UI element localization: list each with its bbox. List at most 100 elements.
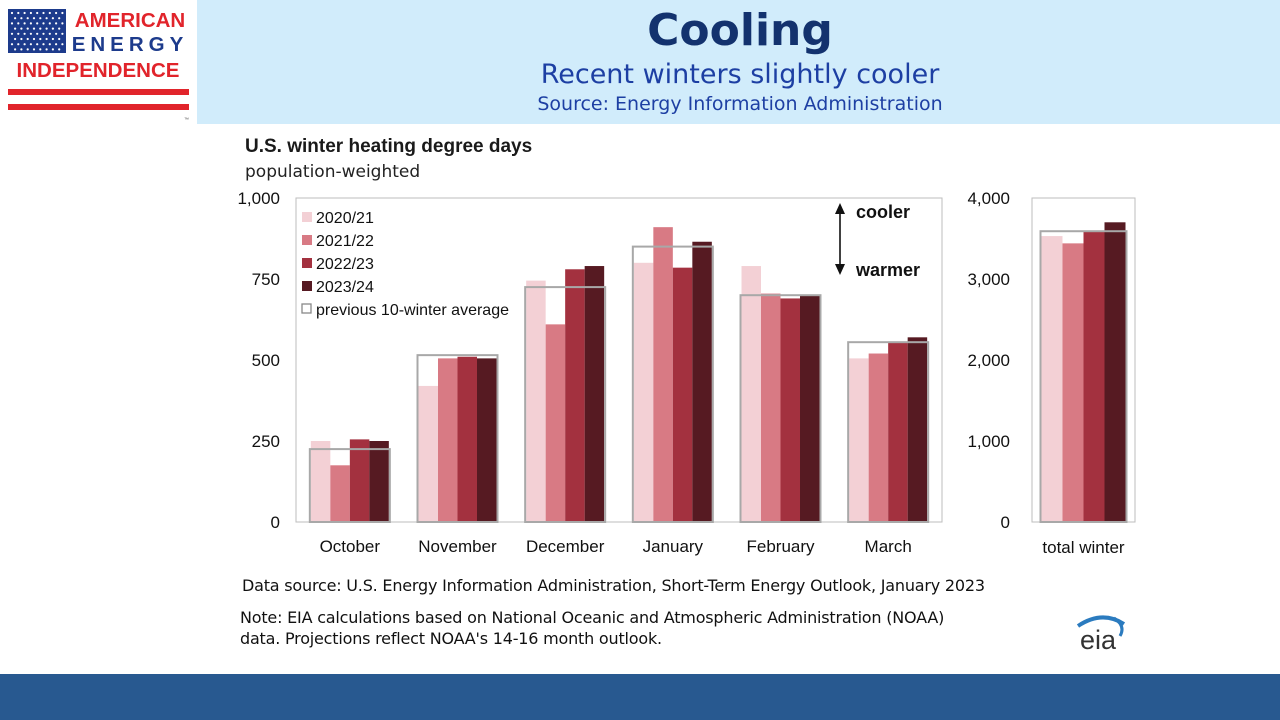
bar-2023-24 xyxy=(477,358,497,522)
logo-star xyxy=(55,43,58,46)
bar-2023-24 xyxy=(584,266,605,522)
logo-star xyxy=(58,27,61,30)
logo-star xyxy=(36,22,39,25)
bar-2023-24 xyxy=(692,241,712,523)
left-y-tick-label: 250 xyxy=(252,432,280,451)
logo-star xyxy=(10,22,14,25)
right-y-tick-label: 4,000 xyxy=(967,189,1010,208)
logo-star xyxy=(42,32,45,35)
slide-source: Source: Energy Information Administratio… xyxy=(537,93,943,115)
legend-label: 2023/24 xyxy=(316,279,374,296)
category-label: February xyxy=(746,537,815,556)
bar-2021-22 xyxy=(438,358,458,522)
logo-trademark: ™ xyxy=(184,117,189,123)
logo-star xyxy=(48,11,51,15)
left-y-tick-label: 500 xyxy=(252,351,280,370)
category-label: March xyxy=(865,537,912,556)
legend-swatch xyxy=(302,235,312,245)
logo-star xyxy=(23,32,26,35)
logo-star xyxy=(26,17,29,20)
legend-swatch xyxy=(302,281,312,291)
logo-star xyxy=(61,43,64,46)
bar-2020-21 xyxy=(741,266,761,522)
average-outline xyxy=(308,448,391,524)
logo-star xyxy=(55,32,58,35)
legend-swatch xyxy=(302,258,312,268)
american-energy-independence-logo: AMERICAN ENERGY INDEPENDENCE ™ xyxy=(0,0,197,124)
logo-star xyxy=(51,37,55,41)
logo-star xyxy=(45,37,48,41)
logo-star xyxy=(36,32,39,35)
footer-band xyxy=(0,674,1280,720)
logo-line-3: INDEPENDENCE xyxy=(17,59,180,82)
logo-star xyxy=(58,37,61,41)
logo-star xyxy=(26,48,29,51)
logo-graphic: AMERICAN ENERGY INDEPENDENCE ™ xyxy=(8,9,189,123)
legend-label: 2020/21 xyxy=(316,210,374,227)
chart-subtitle: population-weighted xyxy=(245,162,421,182)
logo-star xyxy=(20,27,23,30)
slide-subtitle: Recent winters slightly cooler xyxy=(540,59,940,90)
legend-swatch xyxy=(302,212,312,222)
bar-2021-22 xyxy=(653,227,673,522)
logo-star xyxy=(61,11,64,15)
eia-logo: eia xyxy=(1070,612,1130,655)
bar-2022-23 xyxy=(457,356,477,522)
bar-2023-24 xyxy=(369,441,389,522)
category-label: January xyxy=(643,537,704,556)
logo-star xyxy=(42,22,45,25)
total-bar-2023-24 xyxy=(1104,222,1126,523)
logo-star xyxy=(32,37,36,41)
bar-2021-22 xyxy=(545,324,566,522)
logo-star xyxy=(42,11,45,15)
logo-star xyxy=(29,22,32,25)
total-bar-2020-21 xyxy=(1041,236,1063,522)
note-line-1: Note: EIA calculations based on National… xyxy=(240,608,945,627)
bar-2020-21 xyxy=(418,385,438,522)
logo-star xyxy=(55,22,58,25)
logo-star xyxy=(39,48,42,51)
right-y-tick-label: 3,000 xyxy=(967,270,1010,289)
eia-logo-text: eia xyxy=(1080,625,1117,654)
logo-star xyxy=(39,17,42,20)
logo-stripe-2 xyxy=(8,104,189,110)
logo-star xyxy=(45,48,48,51)
right-y-tick-label: 0 xyxy=(1001,513,1010,532)
logo-star xyxy=(61,22,64,25)
logo-star xyxy=(48,43,51,46)
logo-line-2: ENERGY xyxy=(72,33,189,56)
data-source-note: Data source: U.S. Energy Information Adm… xyxy=(242,576,985,595)
logo-star xyxy=(20,17,23,20)
logo-star xyxy=(20,37,23,41)
logo-star xyxy=(36,11,39,15)
average-outline xyxy=(739,294,822,524)
category-label: November xyxy=(418,537,497,556)
bar-2022-23 xyxy=(565,269,585,522)
logo-star xyxy=(51,48,55,51)
logo-star xyxy=(26,27,29,30)
logo-star xyxy=(45,27,48,30)
category-label: October xyxy=(320,537,381,556)
bar-2023-24 xyxy=(907,337,928,522)
average-outline xyxy=(416,354,499,524)
chart-title: U.S. winter heating degree days xyxy=(245,136,533,157)
annotation-cooler: cooler xyxy=(856,202,910,222)
bar-2022-23 xyxy=(888,342,908,522)
logo-star xyxy=(17,11,20,15)
logo-star xyxy=(10,43,14,46)
logo-star xyxy=(29,11,32,15)
legend-label-average: previous 10-winter average xyxy=(316,302,509,319)
slide-title: Cooling xyxy=(647,5,833,56)
left-y-tick-label: 750 xyxy=(252,270,280,289)
bar-2020-21 xyxy=(633,262,654,522)
logo-star xyxy=(42,43,45,46)
total-bar-2021-22 xyxy=(1062,243,1084,523)
logo-star xyxy=(26,37,29,41)
logo-star xyxy=(23,11,26,15)
total-bar-2022-23 xyxy=(1083,231,1105,522)
bar-2020-21 xyxy=(526,280,546,522)
logo-star xyxy=(55,11,58,15)
logo-star xyxy=(29,32,32,35)
logo-line-1: AMERICAN xyxy=(75,9,185,32)
